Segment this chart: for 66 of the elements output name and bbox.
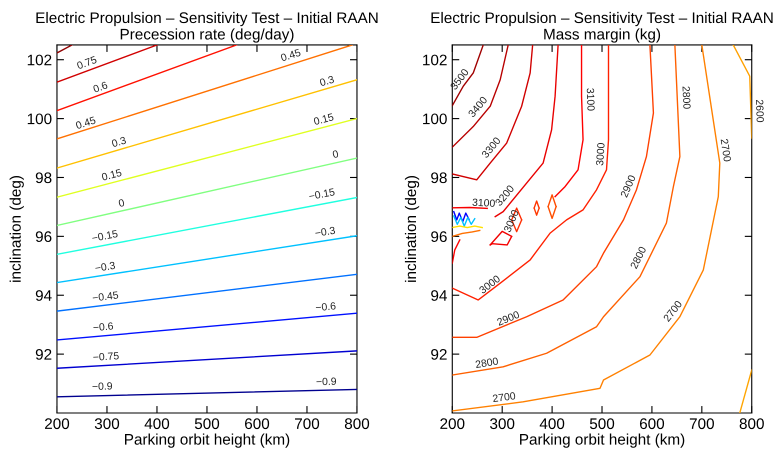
y-tick-label: 94 (431, 290, 447, 301)
y-tick-label: 102 (423, 54, 447, 66)
y-tick-label: 96 (431, 231, 447, 242)
x-tick-label: 700 (295, 418, 320, 430)
y-tick-label: 98 (431, 172, 447, 184)
x-tick-label: 300 (94, 418, 120, 430)
annotation: 0.3 (111, 136, 126, 148)
x-tick-label: 600 (640, 418, 664, 430)
y-tick-label: 100 (28, 113, 52, 124)
annotation: 2700 (720, 138, 732, 162)
x-tick-label: 800 (344, 418, 370, 430)
annotation: −0.6 (93, 322, 114, 332)
x-tick-label: 500 (194, 418, 220, 430)
annotation: −0.15 (92, 230, 118, 242)
chart-subtitle: Mass margin (kg) (544, 28, 660, 43)
y-tick-label: 98 (36, 172, 52, 184)
y-tick-label: 96 (36, 231, 52, 242)
annotation: 2600 (756, 100, 764, 122)
x-tick-label: 400 (144, 418, 170, 430)
y-axis-title: inclination (deg) (10, 176, 24, 282)
x-tick-label: 800 (740, 418, 764, 430)
chart-subtitle: Precession rate (deg/day) (120, 28, 294, 43)
x-tick-label: 600 (245, 418, 270, 430)
x-tick-label: 400 (540, 418, 564, 430)
annotation: 0 (118, 198, 125, 208)
annotation: 0.45 (280, 48, 302, 62)
x-tick-label: 200 (44, 418, 70, 430)
y-tick-label: 94 (36, 290, 52, 301)
annotation: −0.3 (94, 262, 116, 272)
x-tick-label: 700 (690, 418, 714, 430)
x-axis-title: Parking orbit height (km) (520, 433, 684, 448)
annotation: 3100 (586, 88, 595, 111)
annotation: 2800 (682, 86, 691, 109)
x-axis-title: Parking orbit height (km) (125, 433, 290, 448)
annotation: 2900 (496, 310, 520, 326)
annotation: −0.6 (316, 302, 336, 312)
x-tick-label: 500 (590, 418, 614, 430)
annotation: 0.15 (101, 168, 122, 181)
annotation: 3100 (472, 198, 496, 207)
annotation: 2700 (492, 392, 516, 402)
y-tick-label: 92 (431, 348, 447, 360)
y-tick-label: 100 (423, 113, 447, 124)
annotation: 2900 (620, 174, 636, 198)
annotation: 3000 (503, 209, 519, 233)
annotation: 0 (332, 150, 339, 158)
x-tick-label: 200 (440, 418, 464, 430)
annotation: 2800 (475, 357, 498, 368)
annotation: −0.15 (308, 188, 335, 200)
y-axis-title: inclination (deg) (404, 176, 420, 282)
annotation: 0.3 (319, 75, 334, 86)
annotation: −0.45 (92, 291, 118, 302)
annotation: 0.6 (92, 81, 108, 93)
y-tick-label: 92 (36, 348, 52, 360)
chart-title: Electric Propulsion – Sensitivity Test – Initial RAAN (36, 12, 378, 26)
annotation: −0.75 (93, 352, 119, 361)
annotation: −0.9 (316, 377, 336, 386)
x-tick-label: 300 (490, 418, 514, 430)
annotation: −0.3 (314, 226, 336, 237)
annotation: 0.15 (313, 113, 334, 126)
annotation: 2800 (630, 246, 646, 270)
annotation: 3000 (596, 142, 605, 166)
annotation: 0.75 (76, 56, 98, 70)
annotation: 0.45 (75, 116, 96, 130)
annotation: −0.9 (92, 382, 112, 390)
chart-title: Electric Propulsion – Sensitivity Test – Initial RAAN (431, 12, 773, 26)
y-tick-label: 102 (28, 54, 52, 66)
